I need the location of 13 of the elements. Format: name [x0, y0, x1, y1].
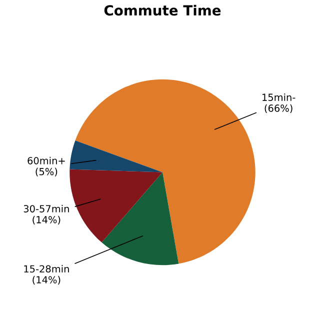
slice-label: 30-57min	[24, 204, 69, 212]
slice-label: 60min+	[28, 156, 65, 164]
pie-slice	[102, 172, 179, 266]
pie-slice	[75, 79, 256, 264]
data-label: (5%)	[36, 168, 58, 176]
chart-title: Commute Time	[104, 4, 221, 16]
pie-slice	[70, 169, 162, 242]
slice-label: 15-28min	[24, 265, 69, 273]
slice-label: 15min-	[262, 93, 296, 101]
data-label: (14%)	[32, 276, 60, 285]
pie-slice	[70, 140, 162, 172]
data-label: (66%)	[264, 104, 292, 114]
data-label: (14%)	[32, 216, 60, 224]
